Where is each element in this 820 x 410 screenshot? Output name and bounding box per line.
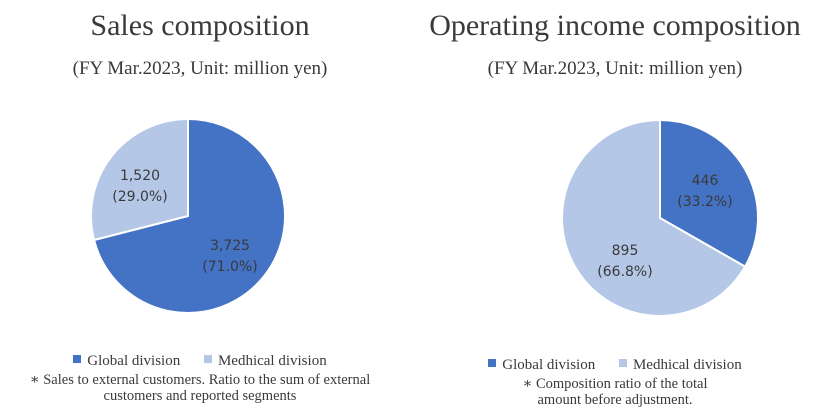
chart-title: Sales composition <box>90 9 310 42</box>
chart-legend: Global division Medhical division <box>0 352 400 370</box>
legend-item-medhical: Medhical division <box>618 356 742 374</box>
pie-percent-label: (33.2%) <box>677 194 732 210</box>
pie-value-label: 3,725 <box>210 238 250 254</box>
chart-footnote: ∗ Sales to external customers. Ratio to … <box>29 372 371 404</box>
chart-subtitle: (FY Mar.2023, Unit: million yen) <box>72 58 328 79</box>
legend-swatch-medhical <box>618 359 627 367</box>
pie-percent-label: (71.0%) <box>202 259 257 275</box>
legend-label-global: Global division <box>87 353 181 369</box>
pie-value-label: 446 <box>692 173 719 189</box>
legend-item-medhical: Medhical division <box>203 352 327 370</box>
sales-pie-chart: 3,725 (71.0%) 1,520 (29.0%) <box>90 117 286 314</box>
legend-item-global: Global division <box>73 352 180 370</box>
legend-swatch-medhical <box>203 355 212 363</box>
pie-value-label: 895 <box>612 243 639 259</box>
chart-legend: Global division Medhical division <box>410 356 820 374</box>
legend-label-medhical: Medhical division <box>217 353 327 369</box>
chart-subtitle: (FY Mar.2023, Unit: million yen) <box>487 58 743 79</box>
chart-title: Operating income composition <box>429 9 801 42</box>
legend-swatch-global <box>73 355 82 363</box>
pie-slice-medhical <box>90 117 189 242</box>
sales-composition-panel: Sales composition (FY Mar.2023, Unit: mi… <box>0 0 400 410</box>
legend-swatch-global <box>488 359 497 367</box>
pie-percent-label: (29.0%) <box>112 189 167 205</box>
operating-income-pie-chart: 446 (33.2%) 895 (66.8%) <box>561 118 759 317</box>
pie-slice-global <box>92 117 286 314</box>
pie-slice-medhical <box>561 118 747 317</box>
legend-label-medhical: Medhical division <box>632 357 742 373</box>
chart-footnote: ∗ Composition ratio of the total amount … <box>522 376 708 408</box>
pie-slice-global <box>659 118 759 268</box>
pie-value-label: 1,520 <box>120 168 160 184</box>
operating-income-panel: Operating income composition (FY Mar.202… <box>410 0 820 410</box>
pie-percent-label: (66.8%) <box>597 264 652 280</box>
legend-label-global: Global division <box>502 357 596 373</box>
legend-item-global: Global division <box>488 356 595 374</box>
